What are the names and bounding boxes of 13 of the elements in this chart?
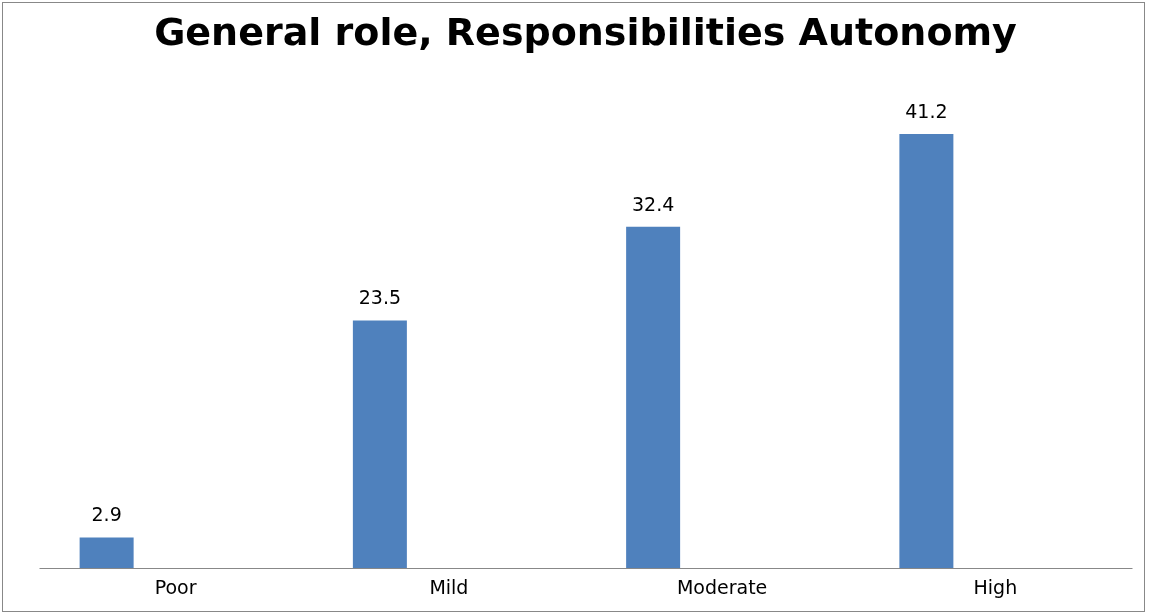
bar	[79, 537, 134, 568]
x-tick-label: Moderate	[676, 575, 768, 598]
x-tick-label: Mild	[429, 575, 469, 598]
bar	[626, 226, 681, 568]
bar	[899, 134, 954, 568]
chart-title: General role, Responsibilities Autonomy	[154, 10, 1018, 54]
data-label: 32.4	[631, 192, 675, 215]
data-label: 2.9	[91, 503, 122, 526]
x-tick-label: Poor	[154, 575, 197, 598]
data-label: 23.5	[358, 286, 402, 309]
data-label: 41.2	[905, 100, 948, 122]
bar	[352, 320, 407, 568]
x-tick-label: High	[973, 575, 1018, 598]
